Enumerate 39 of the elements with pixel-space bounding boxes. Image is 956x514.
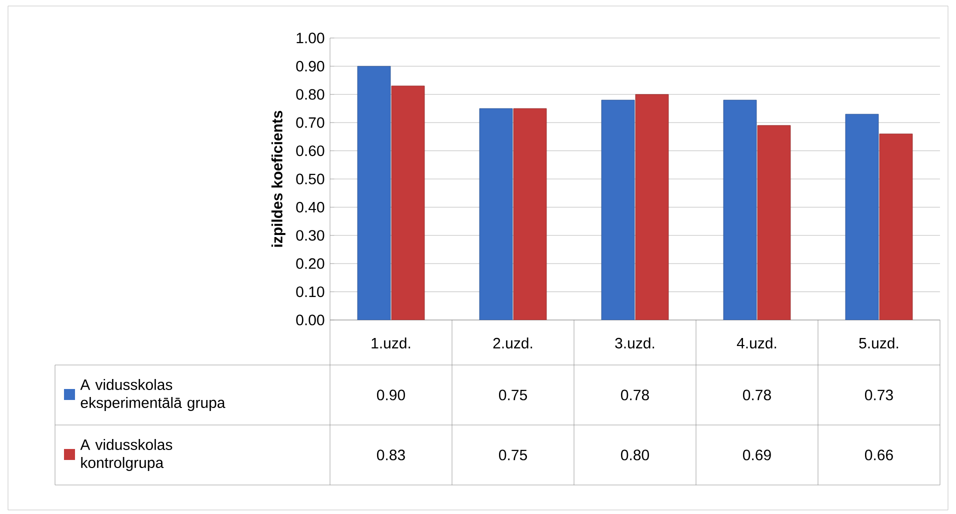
data-label: 0.78 [742, 390, 771, 400]
y-tick-label: 0.80 [296, 89, 324, 100]
bar [723, 100, 757, 320]
y-axis-title: izpildes koeficients [271, 110, 286, 247]
bar [635, 94, 669, 320]
data-label: 0.83 [376, 450, 405, 460]
y-tick-label: 0.60 [296, 145, 324, 156]
x-tick-label: 4.uzd. [736, 337, 776, 348]
bar [479, 108, 513, 320]
data-label: 0.75 [498, 450, 527, 460]
data-label: 0.90 [376, 390, 406, 400]
data-label: 0.75 [498, 390, 527, 400]
y-tick-label: 0.30 [296, 230, 324, 241]
x-tick-label: 1.uzd. [372, 337, 410, 348]
y-tick-label: 0.00 [296, 314, 324, 326]
bar [845, 114, 879, 320]
bar [513, 108, 547, 320]
y-tick-label: 0.50 [296, 174, 324, 184]
legend-label: A vidusskolas kontrolgrupa [80, 438, 172, 471]
data-label: 0.73 [864, 390, 893, 400]
y-tick-label: 0.40 [296, 202, 324, 212]
bar [391, 86, 425, 320]
y-tick-label: 0.20 [296, 258, 324, 269]
y-tick-label: 0.10 [296, 286, 324, 298]
data-label: 0.78 [620, 390, 649, 400]
bar [757, 125, 791, 320]
y-tick-label: 1.00 [296, 32, 324, 44]
data-label: 0.80 [620, 450, 650, 460]
x-tick-label: 5.uzd. [859, 337, 898, 348]
x-tick-label: 2.uzd. [493, 337, 532, 348]
bar [357, 66, 391, 320]
x-tick-label: 3.uzd. [615, 337, 654, 348]
bar [601, 100, 635, 320]
data-label: 0.66 [864, 450, 893, 460]
y-tick-label: 0.90 [296, 60, 324, 72]
data-label: 0.69 [742, 450, 771, 460]
y-tick-label: 0.70 [296, 117, 324, 128]
bar [879, 134, 913, 320]
legend-label: A vidusskolas eksperimentālā grupa [80, 378, 226, 411]
